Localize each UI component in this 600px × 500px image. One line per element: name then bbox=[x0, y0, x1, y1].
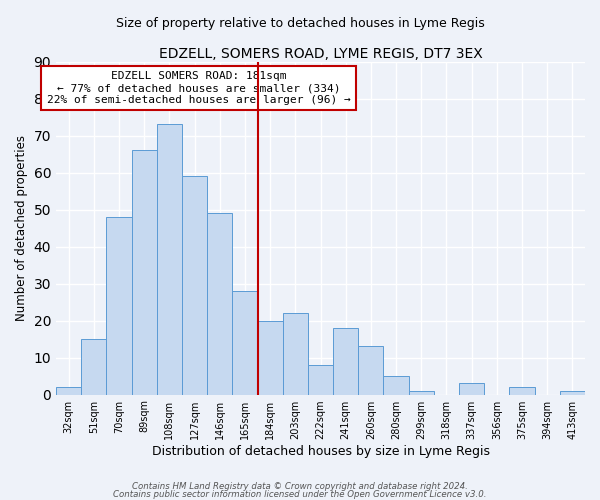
Text: Contains HM Land Registry data © Crown copyright and database right 2024.: Contains HM Land Registry data © Crown c… bbox=[132, 482, 468, 491]
Bar bbox=[207, 213, 232, 394]
Title: EDZELL, SOMERS ROAD, LYME REGIS, DT7 3EX: EDZELL, SOMERS ROAD, LYME REGIS, DT7 3EX bbox=[158, 48, 482, 62]
Text: EDZELL SOMERS ROAD: 181sqm
← 77% of detached houses are smaller (334)
22% of sem: EDZELL SOMERS ROAD: 181sqm ← 77% of deta… bbox=[47, 72, 351, 104]
Bar bbox=[383, 376, 409, 394]
Bar bbox=[283, 313, 308, 394]
Bar bbox=[106, 217, 131, 394]
Text: Contains public sector information licensed under the Open Government Licence v3: Contains public sector information licen… bbox=[113, 490, 487, 499]
Bar bbox=[560, 391, 585, 394]
Bar bbox=[409, 391, 434, 394]
Bar bbox=[81, 339, 106, 394]
X-axis label: Distribution of detached houses by size in Lyme Regis: Distribution of detached houses by size … bbox=[152, 444, 490, 458]
Bar bbox=[333, 328, 358, 394]
Bar bbox=[459, 384, 484, 394]
Bar bbox=[157, 124, 182, 394]
Bar bbox=[131, 150, 157, 394]
Bar bbox=[358, 346, 383, 395]
Text: Size of property relative to detached houses in Lyme Regis: Size of property relative to detached ho… bbox=[116, 18, 484, 30]
Bar bbox=[182, 176, 207, 394]
Y-axis label: Number of detached properties: Number of detached properties bbox=[15, 135, 28, 321]
Bar bbox=[308, 365, 333, 394]
Bar bbox=[257, 320, 283, 394]
Bar bbox=[56, 387, 81, 394]
Bar bbox=[232, 291, 257, 395]
Bar bbox=[509, 387, 535, 394]
